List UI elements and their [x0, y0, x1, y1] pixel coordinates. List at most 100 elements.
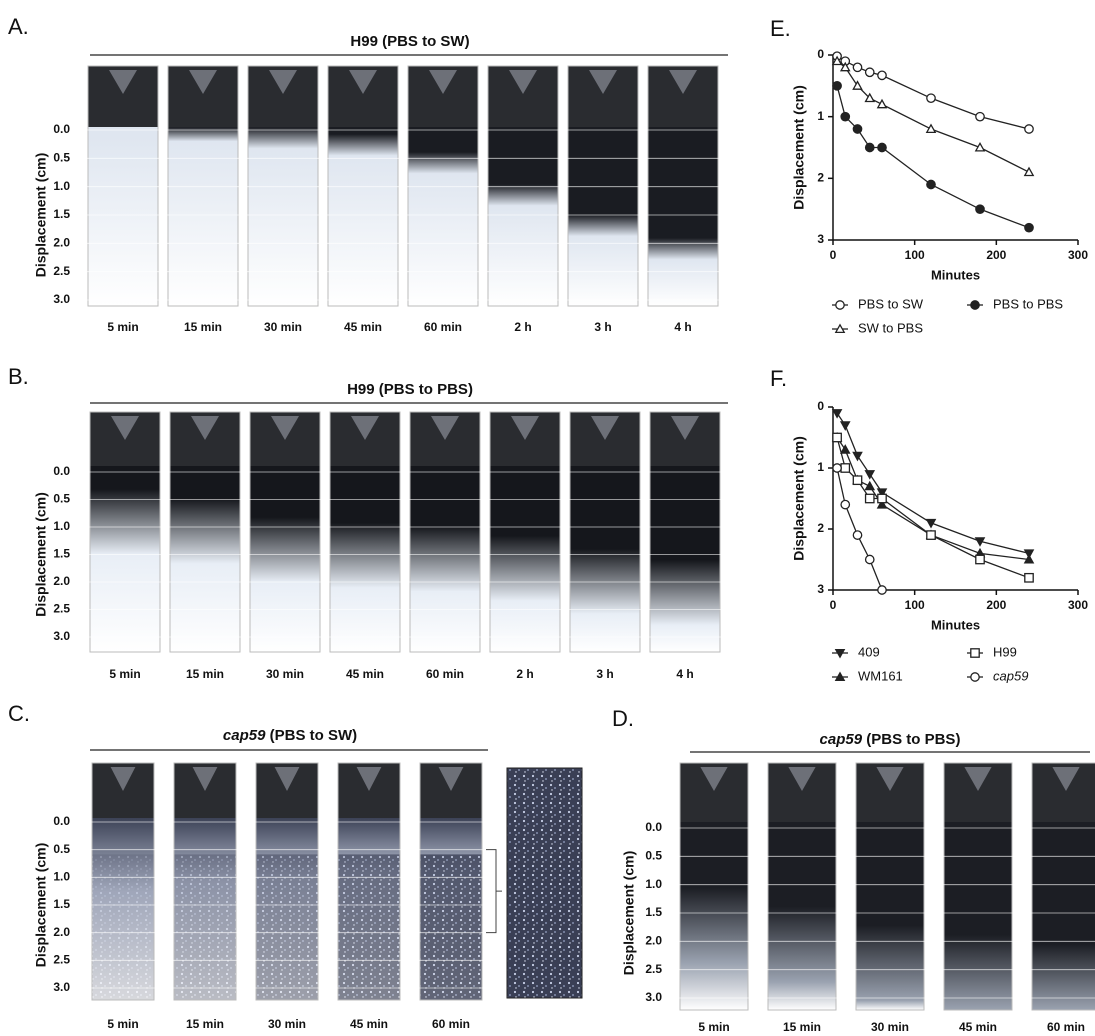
- y-tick-label: 0: [817, 47, 824, 61]
- panel-title: cap59 (PBS to PBS): [820, 731, 961, 748]
- scale-label: 2.0: [53, 574, 70, 588]
- tube-edge: [489, 411, 561, 653]
- tube-body: [570, 466, 640, 652]
- strain: cap59: [223, 727, 266, 744]
- tube-speckle: [256, 854, 318, 1000]
- time-label: 60 min: [424, 320, 462, 334]
- tube-body: [88, 127, 158, 306]
- tube-cone: [509, 70, 537, 94]
- time-label: 30 min: [268, 1017, 306, 1031]
- x-tick-label: 0: [830, 248, 837, 262]
- marker: [864, 142, 875, 153]
- scale-label: 1.0: [53, 179, 70, 193]
- marker: [1023, 553, 1035, 564]
- tube-cone: [431, 416, 459, 440]
- marker: [926, 530, 936, 540]
- marker: [864, 493, 875, 504]
- marker: [877, 585, 887, 595]
- marker: [864, 67, 875, 78]
- time-label: 5 min: [107, 320, 138, 334]
- marker: [1023, 549, 1035, 559]
- tube-body: [410, 466, 480, 652]
- legend-marker: [834, 323, 846, 334]
- tube-cone: [700, 767, 728, 791]
- tube-edge: [647, 65, 719, 307]
- legend-label: 409: [858, 644, 880, 659]
- marker: [975, 111, 985, 122]
- tube-cone: [438, 767, 464, 791]
- marker: [864, 470, 876, 480]
- x-tick-label: 300: [1068, 248, 1088, 262]
- tube-cone: [964, 767, 992, 791]
- series-line: [836, 85, 1030, 229]
- y-tick-label: 3: [817, 582, 824, 596]
- tube-edge: [327, 65, 399, 307]
- scale-label: 0.5: [53, 151, 70, 165]
- panel-label: F.: [770, 366, 787, 391]
- tube-body: [490, 466, 560, 652]
- scale-label: 2.5: [645, 962, 662, 976]
- tube-body: [650, 466, 720, 652]
- panel-title: H99 (PBS to PBS): [347, 381, 473, 398]
- strain: H99: [350, 33, 378, 50]
- tube-body: [856, 822, 924, 1010]
- condition: (PBS to SW): [382, 33, 470, 50]
- marker: [877, 70, 887, 81]
- legend-marker: [970, 672, 980, 682]
- y-tick-label: 2: [817, 171, 824, 185]
- tube-edge: [855, 762, 925, 1011]
- marker: [1024, 222, 1034, 233]
- time-label: 2 h: [516, 667, 533, 681]
- condition: (PBS to SW): [270, 727, 358, 744]
- condition: (PBS to PBS): [866, 731, 960, 748]
- scale-label: 2.0: [53, 925, 70, 939]
- y-tick-label: 1: [817, 460, 824, 474]
- scale-label: 0.0: [53, 814, 70, 828]
- legend-label: WM161: [858, 668, 903, 683]
- strain: H99: [347, 381, 375, 398]
- scale-label: 2.5: [53, 602, 70, 616]
- marker: [852, 451, 863, 462]
- tube-edge: [87, 65, 159, 307]
- marker: [832, 80, 842, 91]
- legend-label: SW to PBS: [858, 320, 923, 335]
- marker: [831, 55, 843, 66]
- tube-body: [944, 822, 1012, 1010]
- scale-label: 2.5: [53, 264, 70, 278]
- series-line: [836, 60, 1030, 173]
- y-axis-label: Displacement (cm): [791, 436, 807, 560]
- tube-cone: [109, 70, 137, 94]
- marker: [876, 499, 888, 509]
- tube-cone: [356, 767, 382, 791]
- tube-cone: [669, 70, 697, 94]
- x-axis-label: Minutes: [931, 267, 980, 282]
- strain: cap59: [820, 731, 863, 748]
- x-tick-label: 100: [905, 248, 925, 262]
- scale-label: 0.5: [53, 842, 70, 856]
- panel-title: cap59 (PBS to SW): [223, 727, 357, 744]
- marker: [926, 179, 936, 190]
- marker: [925, 123, 937, 134]
- tube-cone: [191, 416, 219, 440]
- legend-marker: [835, 300, 845, 310]
- marker: [877, 493, 887, 504]
- x-tick-label: 0: [830, 598, 837, 612]
- legend-label: H99: [993, 644, 1017, 659]
- time-label: 45 min: [959, 1020, 997, 1034]
- tube-cone: [591, 416, 619, 440]
- tube-edge: [91, 762, 155, 1001]
- scale-label: 0.5: [645, 849, 662, 863]
- tube-edge: [167, 65, 239, 307]
- tube-body: [648, 127, 718, 306]
- tube-cone: [511, 416, 539, 440]
- tube-body: [680, 822, 748, 1010]
- tube-cone: [271, 416, 299, 440]
- time-label: 15 min: [186, 667, 224, 681]
- tube-edge: [419, 762, 483, 1001]
- marker: [877, 142, 887, 153]
- tube-body: [1032, 822, 1095, 1010]
- panel-label: B.: [8, 364, 29, 389]
- panel-label: A.: [8, 14, 29, 39]
- tube-edge: [1031, 762, 1095, 1011]
- marker: [925, 518, 937, 529]
